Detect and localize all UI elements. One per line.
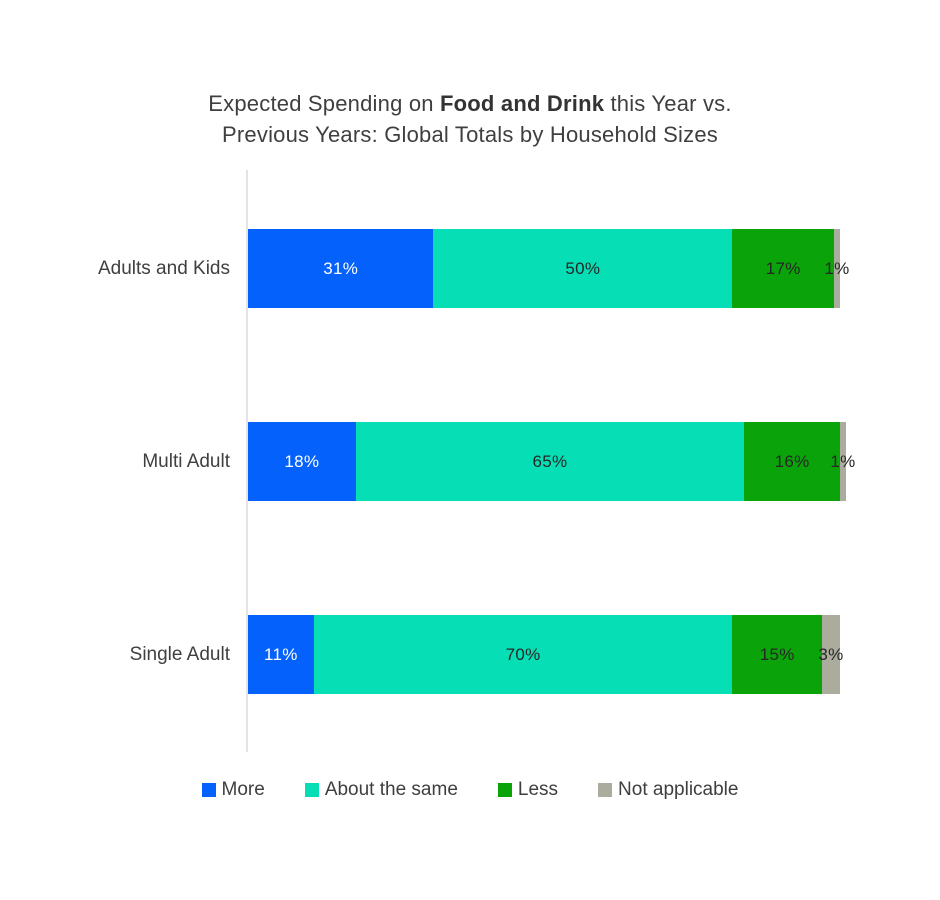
- category-label: Multi Adult: [142, 451, 230, 472]
- segment-value-label: 70%: [505, 644, 541, 664]
- stacked-bar: 31% 50% 17% 1%: [248, 229, 849, 308]
- plot-area: Adults and Kids 31% 50% 17% 1% Multi Adult 18%…: [0, 170, 940, 752]
- segment-value-label: 17%: [765, 258, 801, 278]
- title-line1-suffix: this Year vs.: [604, 91, 732, 116]
- category-label: Single Adult: [129, 644, 230, 665]
- category-label: Adults and Kids: [97, 258, 230, 279]
- bar-segment-more: 31%: [248, 229, 434, 308]
- bar-segment-not-applicable: 1%: [830, 422, 855, 501]
- segment-value-label: 18%: [284, 451, 320, 471]
- bar-row: Adults and Kids 31% 50% 17% 1%: [0, 229, 940, 308]
- bar-segment-not-applicable: 3%: [818, 615, 843, 694]
- segment-value-label: 15%: [759, 644, 795, 664]
- bar-segment-not-applicable: 1%: [824, 229, 849, 308]
- segment-value-label: 1%: [824, 258, 850, 278]
- segment-value-label: 31%: [323, 258, 359, 278]
- legend-swatch: [304, 783, 319, 797]
- stacked-bar: 18% 65% 16% 1%: [248, 422, 855, 501]
- stacked-bar: 11% 70% 15% 3%: [248, 615, 846, 694]
- legend-label: More: [221, 779, 265, 800]
- bar-segment-less: 17%: [732, 229, 835, 308]
- legend-item-not-applicable: Not applicable: [598, 779, 738, 801]
- segment-value-label: 11%: [264, 644, 298, 664]
- legend: More About the same Less Not applicable: [0, 779, 940, 801]
- segment-value-label: 16%: [774, 451, 810, 471]
- legend-swatch: [201, 783, 216, 797]
- segment-value-label: 50%: [565, 258, 601, 278]
- bar-segment-about-the-same: 65%: [355, 422, 745, 501]
- bar-row: Single Adult 11% 70% 15% 3%: [0, 615, 940, 694]
- segment-value-label: 65%: [532, 451, 568, 471]
- bar-segment-about-the-same: 50%: [433, 229, 733, 308]
- segment-value-label: 3%: [818, 644, 844, 664]
- y-axis-line: [246, 170, 248, 752]
- legend-label: Not applicable: [618, 779, 739, 800]
- chart-title: Expected Spending on Food and Drink this…: [0, 88, 940, 150]
- bar-row: Multi Adult 18% 65% 16% 1%: [0, 422, 940, 501]
- title-line1-prefix: Expected Spending on: [208, 91, 441, 116]
- bar-segment-about-the-same: 70%: [313, 615, 733, 694]
- legend-swatch: [598, 783, 613, 797]
- bar-segment-more: 11%: [248, 615, 314, 694]
- legend-label: Less: [517, 779, 559, 800]
- legend-item-about-the-same: About the same: [304, 779, 458, 801]
- bar-segment-less: 16%: [744, 422, 840, 501]
- title-line1-bold: Food and Drink: [440, 91, 605, 116]
- legend-item-more: More: [201, 779, 265, 801]
- bar-segment-more: 18%: [248, 422, 356, 501]
- legend-swatch: [497, 783, 512, 797]
- title-line2: Previous Years: Global Totals by Househo…: [222, 122, 718, 147]
- legend-label: About the same: [324, 779, 458, 800]
- legend-item-less: Less: [497, 779, 559, 801]
- segment-value-label: 1%: [830, 451, 856, 471]
- bar-segment-less: 15%: [732, 615, 823, 694]
